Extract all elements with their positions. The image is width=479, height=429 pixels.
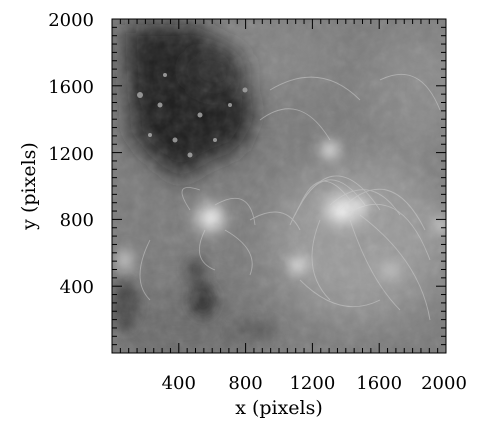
y-tick-label: 1200 xyxy=(48,144,94,165)
axis-ticks xyxy=(112,19,446,353)
y-axis-label: y (pixels) xyxy=(18,142,40,231)
y-tick-label: 2000 xyxy=(48,10,94,31)
y-tick-label: 1600 xyxy=(48,77,94,98)
y-tick-label: 400 xyxy=(60,277,94,298)
x-axis-label: x (pixels) xyxy=(235,397,323,419)
y-tick-labels: 400 800 1200 1600 2000 xyxy=(48,10,94,298)
y-tick-label: 800 xyxy=(60,210,94,231)
x-tick-labels: 400 800 1200 1600 2000 xyxy=(162,373,467,394)
x-tick-label: 800 xyxy=(228,373,262,394)
solar-corona-image xyxy=(112,19,446,353)
x-tick-label: 1600 xyxy=(356,373,402,394)
x-tick-label: 400 xyxy=(162,373,196,394)
x-tick-label: 2000 xyxy=(421,373,467,394)
x-tick-label: 1200 xyxy=(289,373,335,394)
